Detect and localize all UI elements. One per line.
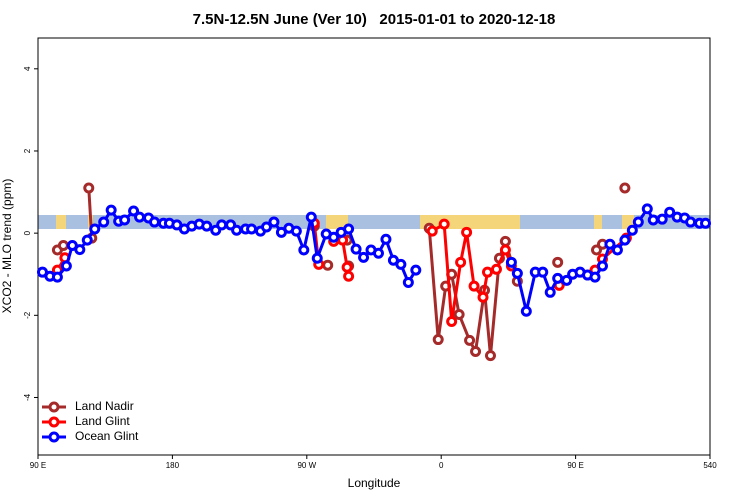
data-point (201, 220, 213, 232)
data-point (544, 286, 556, 298)
data-point (619, 234, 631, 246)
data-point (552, 256, 564, 268)
data-point (520, 305, 532, 317)
data-point (246, 223, 258, 235)
data-point (537, 266, 549, 278)
x-tick-label: 90 E (30, 461, 46, 470)
legend-label: Land Nadir (75, 399, 134, 413)
data-point (632, 216, 644, 228)
data-point (83, 182, 95, 194)
data-point (552, 272, 564, 284)
data-point (350, 243, 362, 255)
data-point (298, 244, 310, 256)
data-point (216, 219, 228, 231)
data-point (505, 256, 517, 268)
data-point (626, 224, 638, 236)
data-point (148, 216, 160, 228)
data-point (343, 223, 355, 235)
data-point (134, 211, 146, 223)
y-axis-label: XCO2 - MLO trend (ppm) (0, 179, 14, 314)
data-point (446, 315, 458, 327)
x-tick-label: 180 (166, 461, 180, 470)
data-point (60, 260, 72, 272)
data-point (468, 280, 480, 292)
data-point (700, 217, 712, 229)
data-point (647, 214, 659, 226)
data-point (641, 203, 653, 215)
y-tick-label: 4 (23, 66, 32, 71)
y-tick-label: -4 (23, 393, 32, 401)
data-point (305, 211, 317, 223)
data-point (470, 345, 482, 357)
legend-marker (48, 416, 60, 428)
x-tick-label: 90 W (297, 461, 316, 470)
data-point (426, 225, 438, 237)
data-point (81, 234, 93, 246)
data-point (589, 271, 601, 283)
data-point (343, 270, 355, 282)
legend-marker (48, 401, 60, 413)
data-point (477, 291, 489, 303)
data-point (453, 308, 465, 320)
data-point (358, 251, 370, 263)
data-point (380, 233, 392, 245)
data-point (119, 214, 131, 226)
data-point (664, 206, 676, 218)
data-point (656, 213, 668, 225)
y-tick-label: -2 (23, 311, 32, 319)
x-tick-label: 0 (439, 461, 444, 470)
data-point (611, 244, 623, 256)
data-point (410, 264, 422, 276)
data-point (341, 261, 353, 273)
data-point (260, 221, 272, 233)
plot-frame (37, 37, 711, 456)
data-point (231, 224, 243, 236)
data-point (290, 225, 302, 237)
legend-label: Land Glint (75, 414, 130, 428)
data-point (499, 235, 511, 247)
data-point (511, 267, 523, 279)
data-point (455, 256, 467, 268)
data-point (604, 238, 616, 250)
x-tick-label: 90 E (567, 461, 583, 470)
y-tick-label: 2 (23, 148, 32, 153)
data-point (499, 244, 511, 256)
data-point (74, 244, 86, 256)
data-point (490, 263, 502, 275)
data-point (481, 266, 493, 278)
x-axis-label: Longitude (348, 476, 401, 490)
data-point (128, 205, 140, 217)
data-point (328, 231, 340, 243)
data-point (372, 247, 384, 259)
data-point (395, 258, 407, 270)
data-point (464, 334, 476, 346)
data-point (268, 216, 280, 228)
data-point (89, 223, 101, 235)
data-point (311, 252, 323, 264)
x-tick-label: 540 (703, 461, 717, 470)
data-point (432, 334, 444, 346)
data-point (57, 239, 69, 251)
data-point (619, 182, 631, 194)
legend-marker (48, 431, 60, 443)
data-point (105, 204, 117, 216)
y-tick-label: 0 (23, 230, 32, 235)
data-point (438, 218, 450, 230)
data-point (561, 274, 573, 286)
chart-title: 7.5N-12.5N June (Ver 10) 2015-01-01 to 2… (193, 11, 556, 28)
data-point (596, 260, 608, 272)
data-point (51, 271, 63, 283)
data-point (685, 216, 697, 228)
data-point (402, 276, 414, 288)
data-point (322, 259, 334, 271)
data-point (484, 350, 496, 362)
data-point (461, 226, 473, 238)
legend-label: Ocean Glint (75, 429, 139, 443)
data-point (98, 216, 110, 228)
